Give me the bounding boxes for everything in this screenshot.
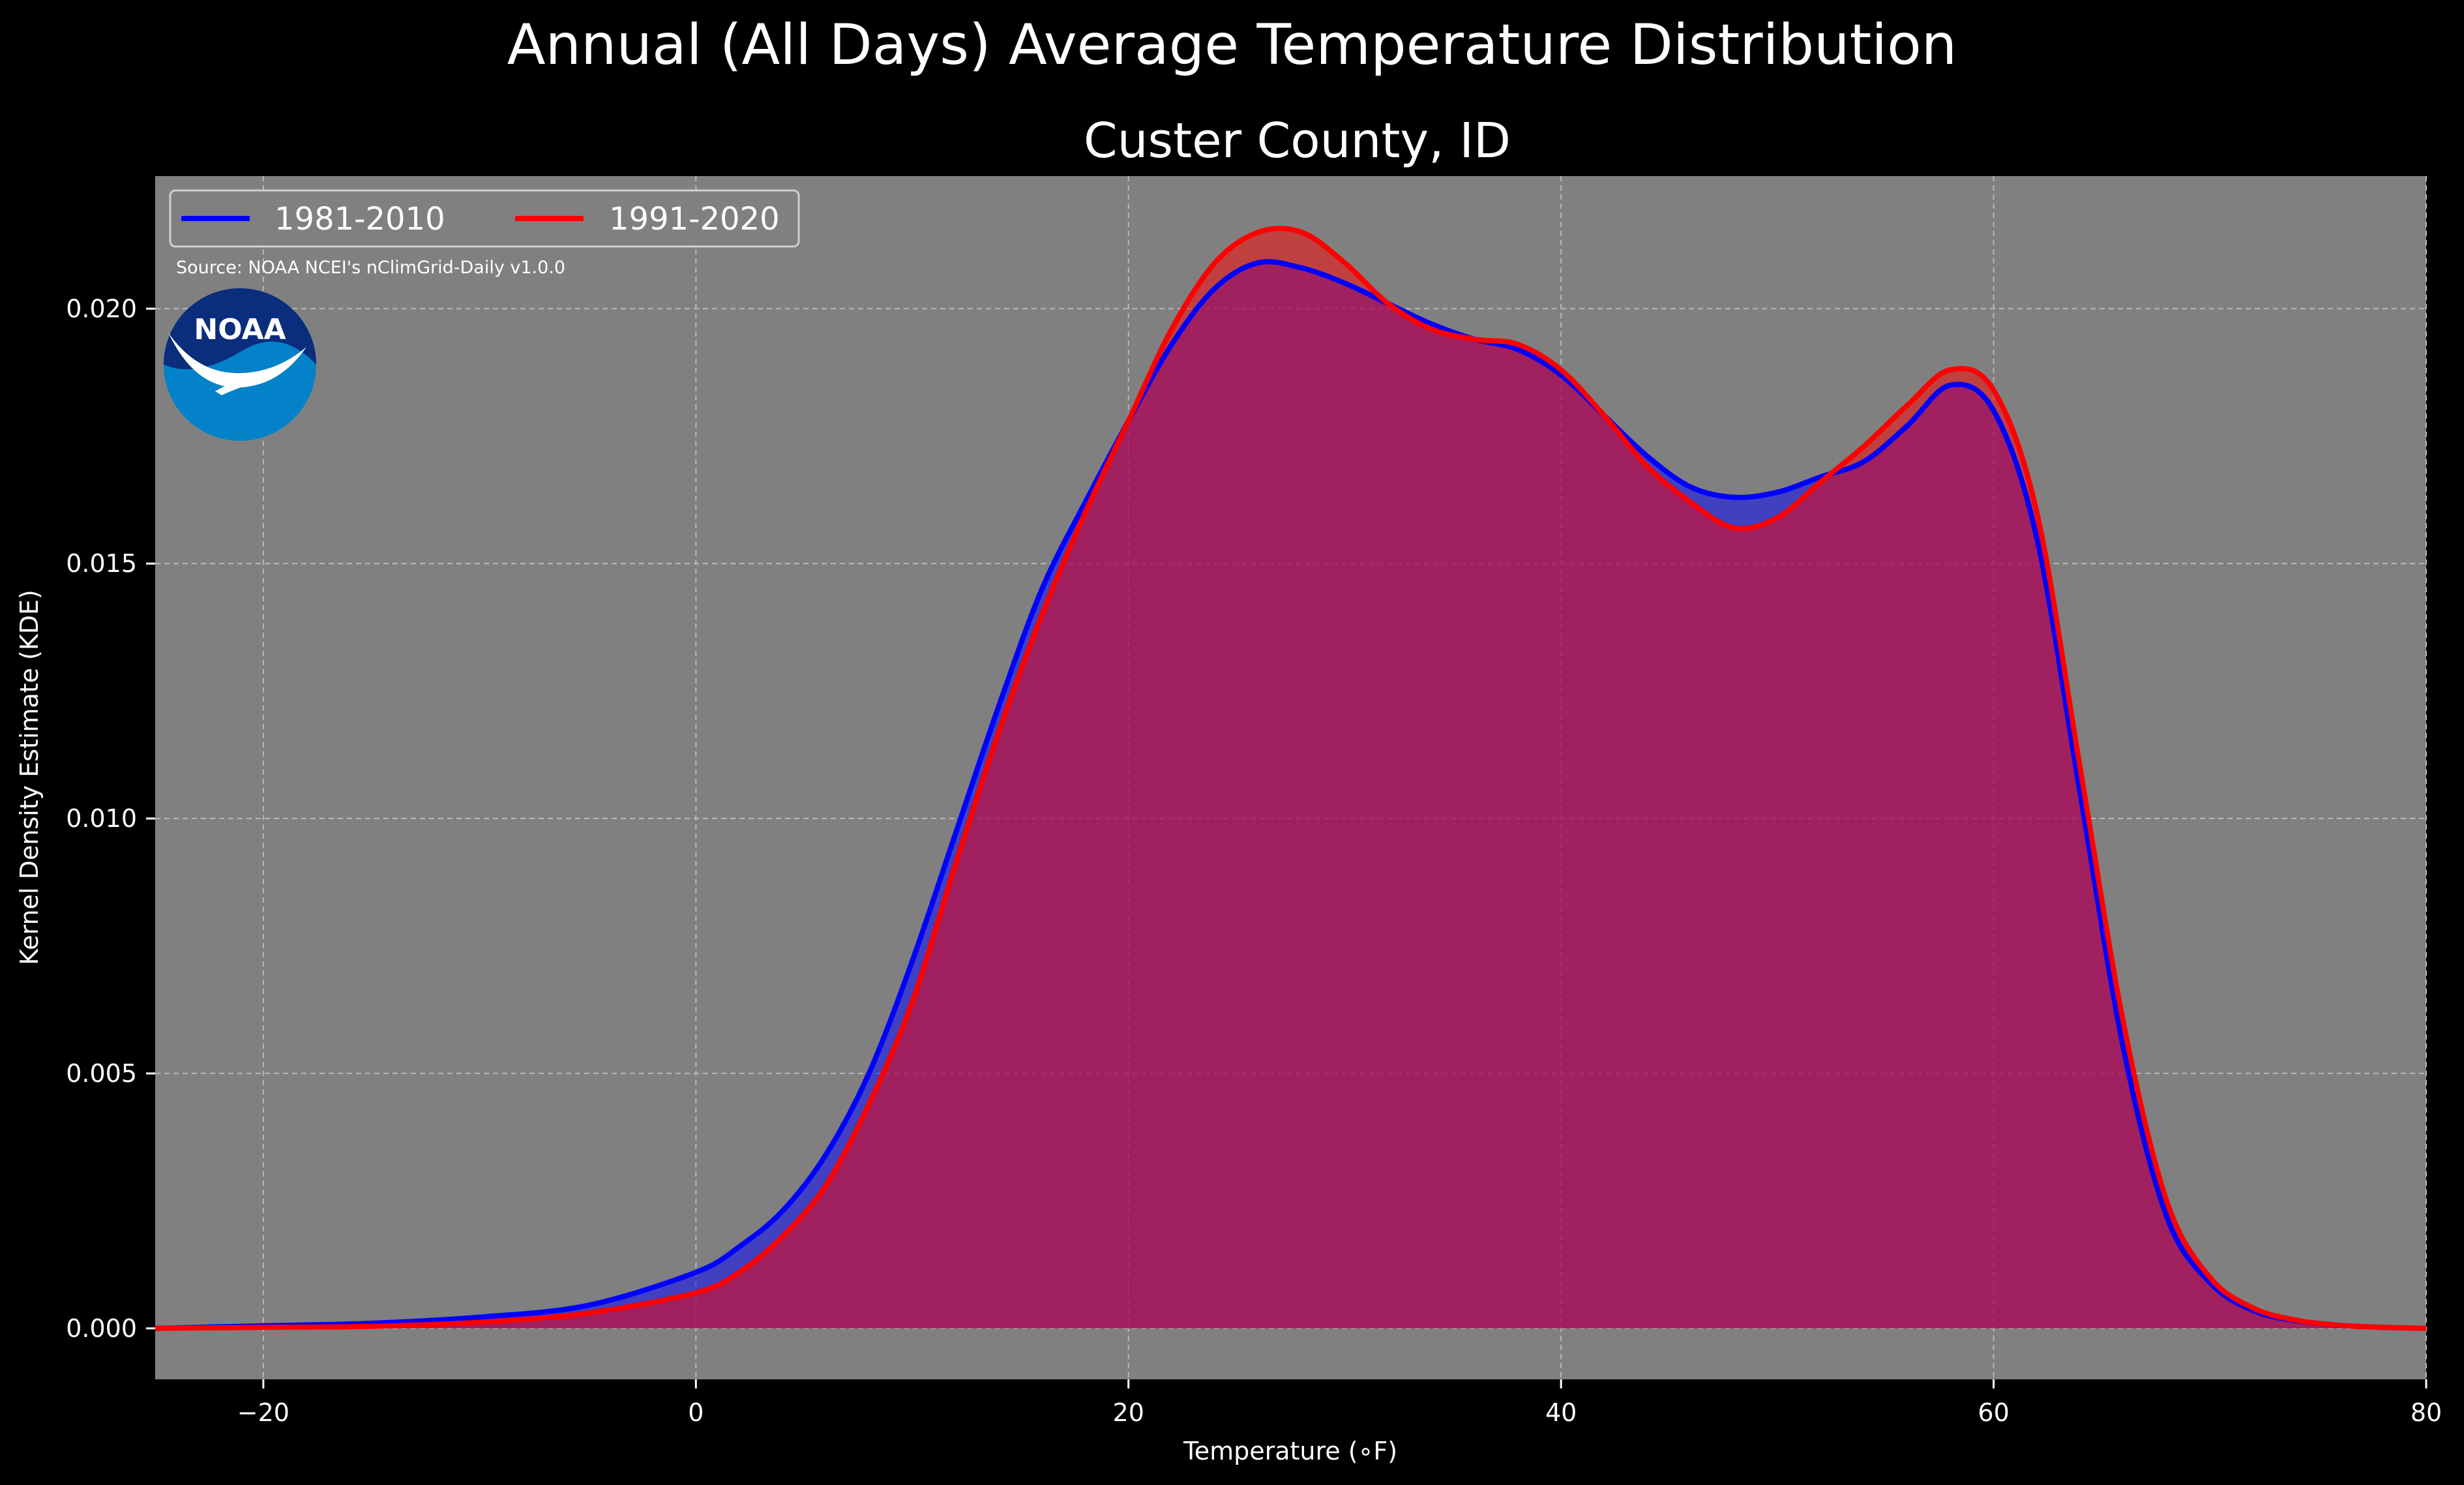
series-line-1981-2010 (155, 259, 2427, 1331)
x-tick-label: 40 (1545, 1398, 1577, 1427)
x-axis-label: Temperature (∘F) (1183, 1437, 1397, 1465)
y-tick-label: 0.000 (66, 1314, 137, 1343)
x-tick-label: 20 (1113, 1398, 1144, 1427)
source-note: Source: NOAA NCEI's nClimGrid-Daily v1.0… (176, 258, 565, 278)
legend-label-1981-2010: 1981-2010 (275, 201, 445, 237)
series-lines (155, 226, 2427, 1331)
noaa-logo: NOAA (164, 288, 316, 441)
y-tick-label: 0.020 (66, 294, 137, 323)
x-tick-label: 80 (2411, 1398, 2442, 1427)
y-tick-label: 0.005 (66, 1059, 137, 1088)
x-tick-label: −20 (237, 1398, 289, 1427)
y-tick-label: 0.010 (66, 804, 137, 833)
y-axis: 0.000 0.005 0.010 0.015 0.020 (66, 294, 155, 1343)
y-axis-label: Kernel Density Estimate (KDE) (15, 590, 44, 965)
noaa-logo-text: NOAA (194, 313, 286, 346)
chart-title: Custer County, ID (1083, 113, 1511, 169)
x-axis: −20 0 20 40 60 80 (237, 1379, 2442, 1427)
legend-box (169, 189, 800, 248)
series-fills (155, 228, 2426, 1328)
x-tick-label: 0 (688, 1398, 704, 1427)
x-tick-label: 60 (1978, 1398, 2009, 1427)
series-area-1991-2020 (155, 228, 2426, 1328)
figure-title: Annual (All Days) Average Temperature Di… (507, 12, 1957, 78)
y-tick-label: 0.015 (66, 549, 137, 578)
series-line-1991-2020 (155, 226, 2427, 1331)
legend-label-1991-2020: 1991-2020 (609, 201, 780, 237)
legend: 1981-2010 1991-2020 (169, 189, 800, 248)
